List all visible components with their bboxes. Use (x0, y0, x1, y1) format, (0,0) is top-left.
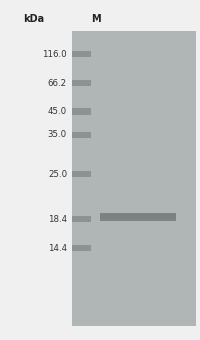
Text: 25.0: 25.0 (48, 170, 67, 179)
Bar (72, 108, 91, 115)
Bar (100, 220, 176, 221)
Bar (72, 51, 91, 57)
Text: M: M (91, 14, 101, 24)
Bar (72, 31, 196, 326)
Text: 45.0: 45.0 (48, 107, 67, 116)
Bar (72, 132, 91, 138)
Bar (72, 245, 91, 251)
Bar (100, 215, 176, 216)
Bar (100, 218, 176, 219)
Text: 66.2: 66.2 (48, 79, 67, 88)
Text: 35.0: 35.0 (48, 131, 67, 139)
Bar (72, 171, 91, 177)
Bar (100, 213, 176, 214)
Text: kDa: kDa (23, 14, 45, 24)
Bar (72, 216, 91, 222)
Bar (72, 80, 91, 86)
Text: 116.0: 116.0 (42, 50, 67, 59)
Bar (100, 212, 176, 221)
Bar (100, 216, 176, 218)
Text: 14.4: 14.4 (48, 244, 67, 253)
Text: 18.4: 18.4 (48, 215, 67, 224)
